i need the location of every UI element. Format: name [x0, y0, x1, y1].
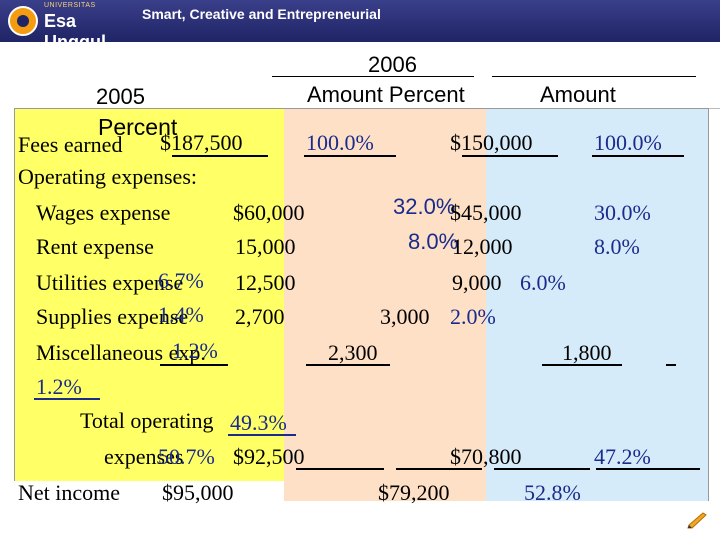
- university-logo-icon: [8, 6, 38, 36]
- header-rule-2005: [492, 76, 696, 77]
- wages-label: Wages expense: [36, 200, 171, 225]
- total-2006-underline-b: [396, 468, 482, 470]
- utilities-percent-2005: 6.0%: [520, 270, 566, 295]
- operating-expenses-label: Operating expenses:: [18, 164, 197, 189]
- total-operating-percent-2005: 47.2%: [594, 444, 651, 469]
- fees-earned-amount-2005: $150,000: [450, 130, 533, 155]
- fees-earned-percent-2006: 100.0%: [306, 130, 374, 155]
- total-operating-label-line1: Total operating: [80, 408, 214, 433]
- header-rule-2006: [272, 76, 474, 77]
- wages-percent-2006: 32.0%: [393, 194, 456, 219]
- misc-amount-2006: 2,300: [328, 340, 378, 365]
- fees-earned-pct-2006-underline: [304, 155, 396, 157]
- fees-earned-pct-2005-underline: [592, 155, 684, 157]
- total-2006-underline-a: [296, 468, 384, 470]
- header-banner: UNIVERSITAS Esa Unggul Smart, Creative a…: [0, 0, 720, 52]
- label-column-panel: [14, 108, 285, 481]
- rent-amount-2006: 15,000: [235, 234, 296, 259]
- supplies-percent-2006: 1.4%: [158, 302, 204, 327]
- misc-percent-2005: 1.2%: [36, 374, 82, 399]
- total-operating-label-line2: expenses: [104, 444, 184, 469]
- brand-small-text: UNIVERSITAS: [44, 2, 96, 9]
- year-2006-panel: [284, 108, 486, 501]
- wages-amount-2006: $60,000: [233, 200, 305, 225]
- fees-earned-amount-2006: $187,500: [160, 130, 243, 155]
- misc-dash-underline: [666, 364, 676, 366]
- percent-2005-heading: Percent: [98, 114, 178, 140]
- utilities-amount-2006: 12,500: [235, 270, 296, 295]
- misc-amount-2005-underline: [542, 364, 622, 366]
- net-income-amount-2005: $79,200: [378, 480, 450, 505]
- brand-name: Esa Unggul: [44, 11, 106, 52]
- total-2005-underline-a: [494, 468, 590, 470]
- net-income-amount-2006: $95,000: [162, 480, 234, 505]
- total-operating-amount-2006: $92,500: [233, 444, 305, 469]
- utilities-amount-2005: 9,000: [452, 270, 502, 295]
- total-2005-underline-b: [596, 468, 700, 470]
- utilities-percent-2006: 6.7%: [158, 268, 204, 293]
- misc-label: Miscellaneous exp.: [36, 340, 206, 365]
- fees-earned-percent-2005: 100.0%: [594, 130, 662, 155]
- net-income-label: Net income: [18, 480, 121, 505]
- misc-amount-2006-underline: [306, 364, 390, 366]
- misc-amount-2005: 1,800: [562, 340, 612, 365]
- net-income-percent-2005: 52.8%: [524, 480, 581, 505]
- supplies-amount-2005: 3,000: [380, 304, 430, 329]
- total-operating-percent-2006: 50.7%: [158, 444, 215, 469]
- total-operating-pct-overlay: 49.3%: [230, 410, 287, 435]
- fees-earned-2005-underline: [462, 155, 558, 157]
- rent-amount-2005: 12,000: [452, 234, 513, 259]
- year-2005-panel: [486, 108, 709, 501]
- tagline: Smart, Creative and Entrepreneurial: [142, 6, 381, 22]
- wages-amount-2005: $45,000: [450, 200, 522, 225]
- rent-percent-2005: 8.0%: [594, 234, 640, 259]
- amount-percent-2006-heading: Amount Percent: [307, 82, 465, 107]
- utilities-label: Utilities expense: [36, 270, 184, 295]
- supplies-percent-2005: 2.0%: [450, 304, 496, 329]
- fees-earned-2006-underline: [172, 155, 268, 157]
- brand: UNIVERSITAS Esa Unggul: [44, 2, 132, 52]
- year-2005-heading: 2005: [96, 84, 145, 109]
- misc-pct-2006-underline: [160, 364, 228, 366]
- misc-pct-2005-underline: [34, 398, 100, 400]
- pencil-icon: [687, 512, 707, 529]
- supplies-label: Supplies expense: [36, 304, 189, 329]
- rent-percent-2006: 8.0%: [408, 229, 459, 254]
- fees-earned-label: Fees earned: [18, 132, 123, 157]
- misc-percent-2006: 1.2%: [172, 338, 218, 363]
- supplies-amount-2006: 2,700: [235, 304, 285, 329]
- total-operating-amount-2005: $70,800: [450, 444, 522, 469]
- rent-label: Rent expense: [36, 234, 154, 259]
- total-operating-pct-overlay-underline: [228, 434, 296, 436]
- wages-percent-2005: 30.0%: [594, 200, 651, 225]
- year-2006-heading: 2006: [368, 52, 417, 77]
- amount-2005-heading: Amount: [540, 82, 616, 107]
